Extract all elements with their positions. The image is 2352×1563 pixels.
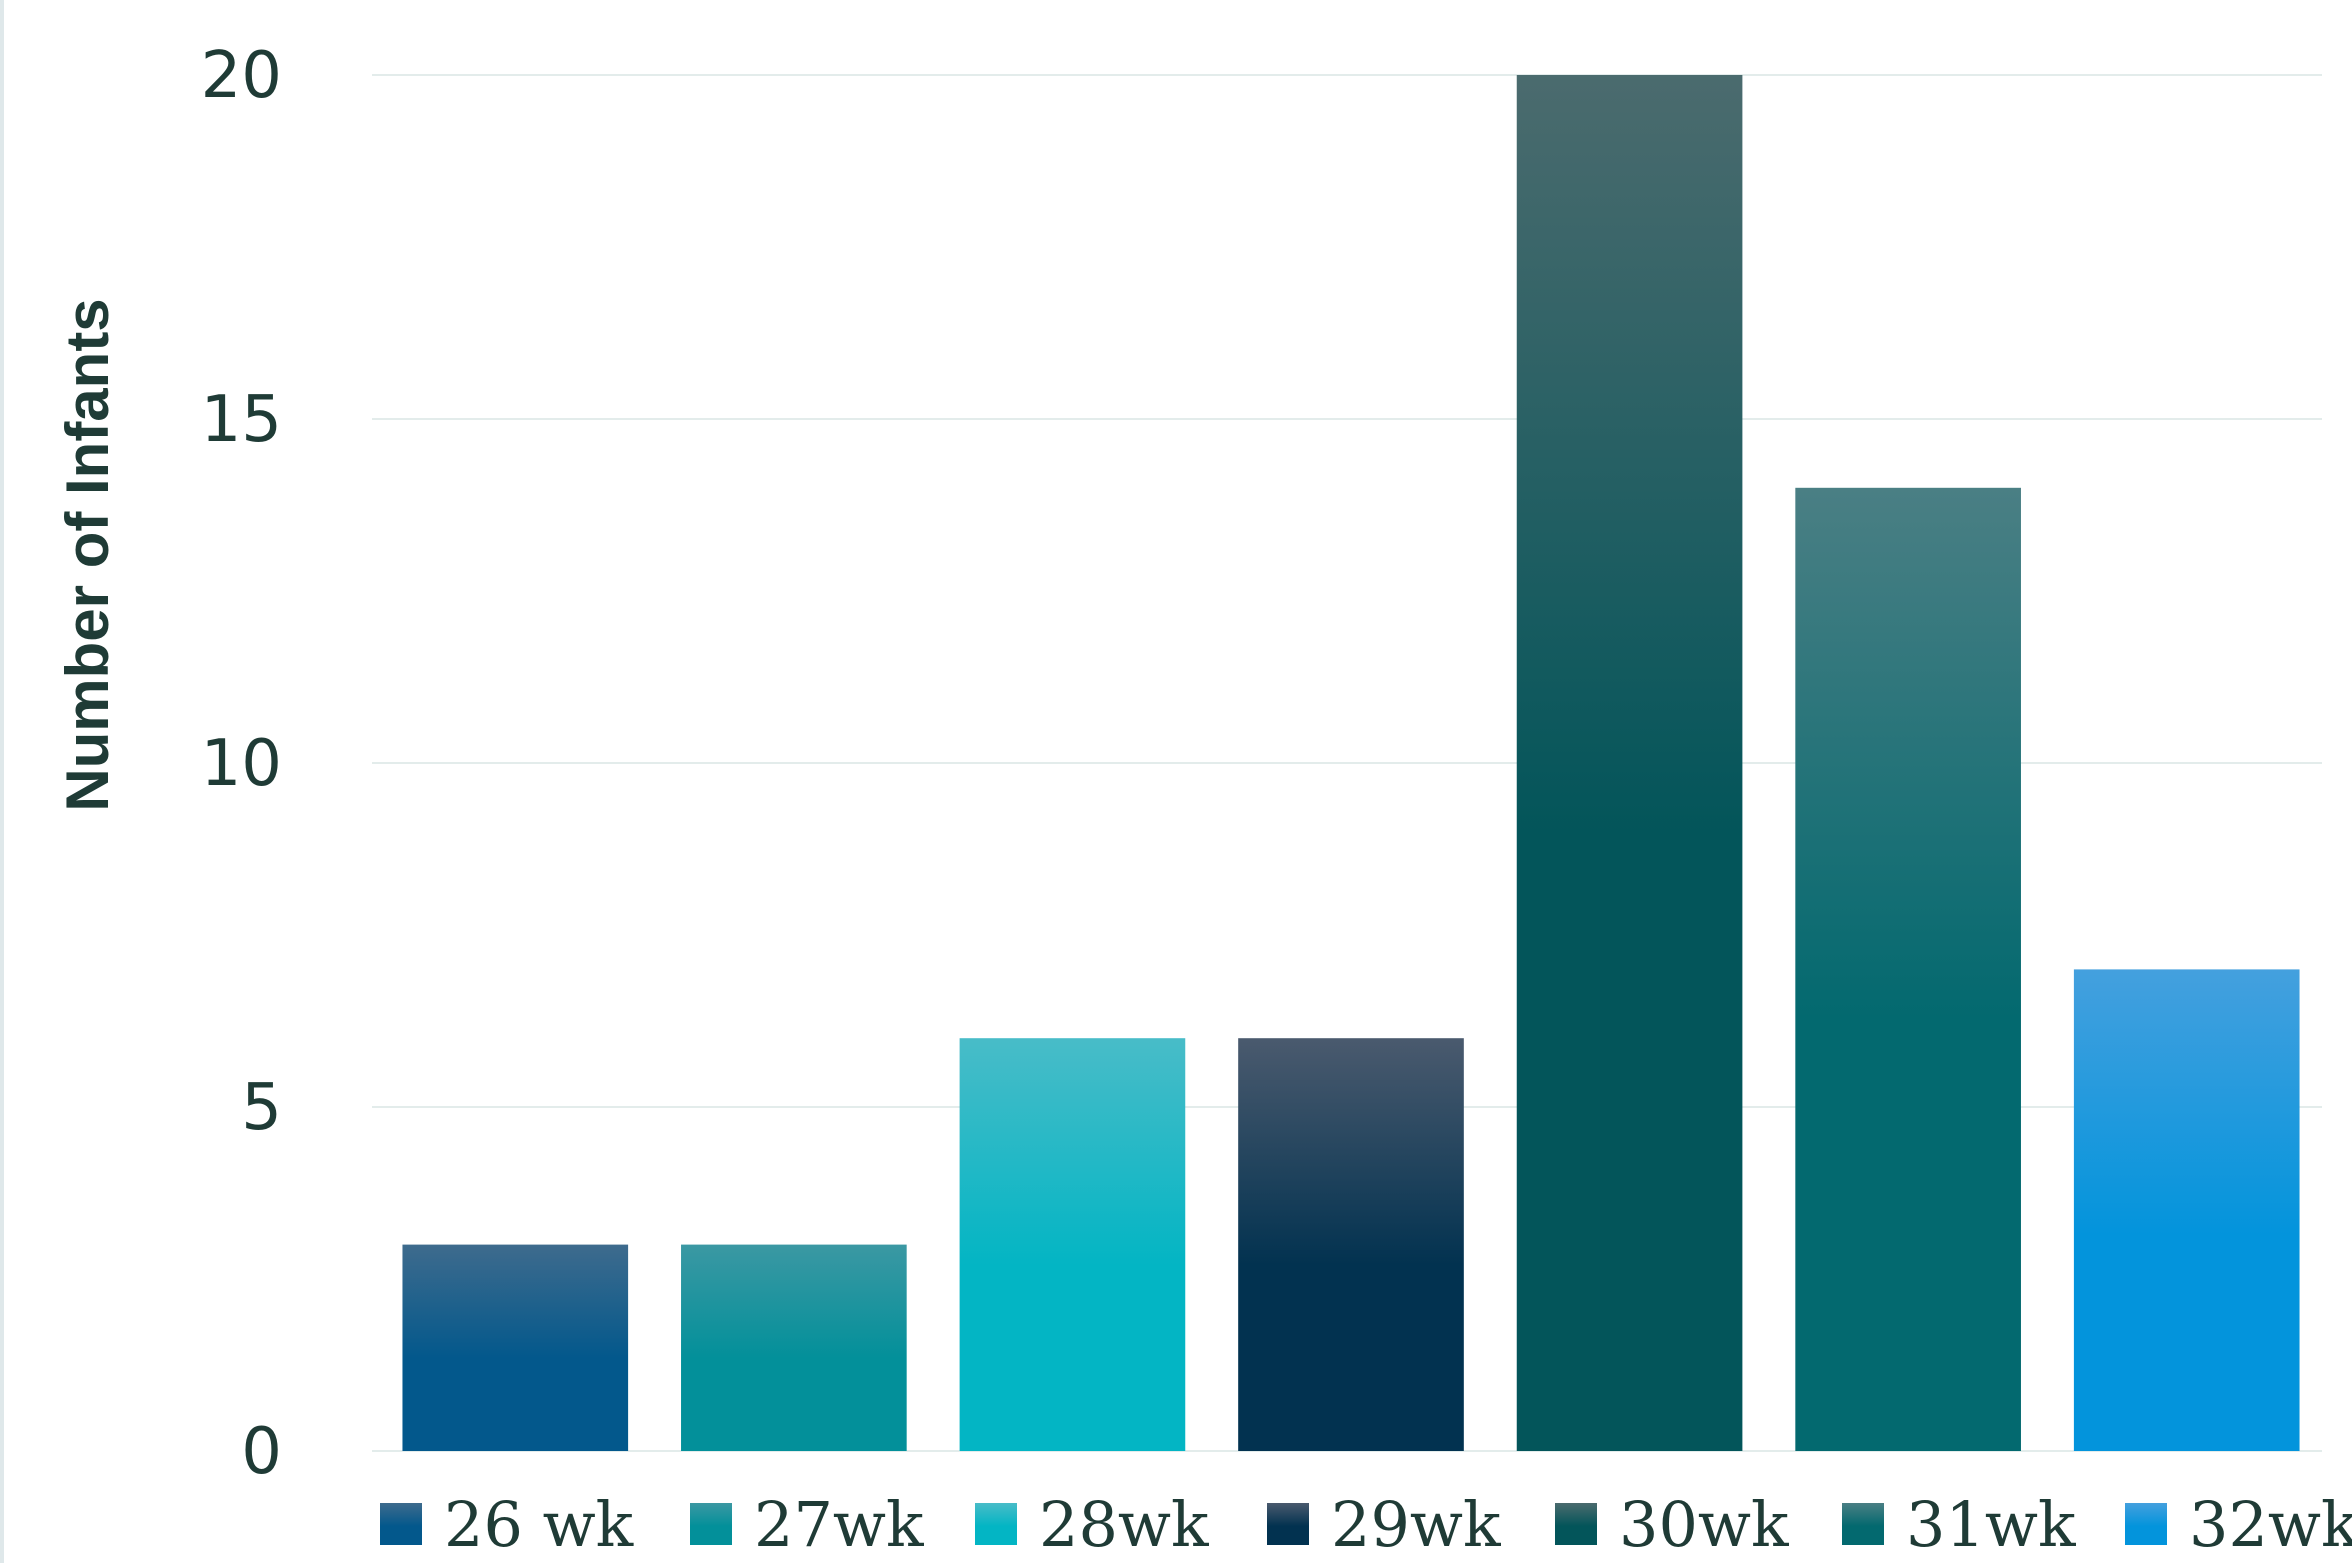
legend-swatch [975, 1503, 1017, 1545]
bar-27wk [681, 1244, 907, 1451]
legend-label: 31wk [1906, 1488, 2076, 1561]
y-tick-label: 0 [241, 1415, 282, 1489]
legend-label: 26 wk [444, 1488, 634, 1561]
y-tick-label: 15 [201, 383, 282, 457]
bar-28wk [959, 1038, 1186, 1451]
bars [402, 75, 2300, 1451]
bar-26wk [402, 1244, 629, 1451]
y-axis-label: Number of Infants [54, 298, 121, 811]
legend-label: 28wk [1039, 1488, 1209, 1561]
bar-31wk [1795, 487, 2021, 1451]
legend-label: 29wk [1331, 1488, 1501, 1561]
bar-30wk [1516, 75, 1743, 1451]
legend-swatch [690, 1503, 732, 1545]
y-tick-label: 20 [201, 39, 282, 113]
y-tick-label: 10 [201, 727, 282, 801]
bar-32wk [2073, 969, 2300, 1451]
legend-label: 27wk [754, 1488, 924, 1561]
legend-swatch [1842, 1503, 1884, 1545]
legend: 26 wk 27wk 28wk 29wk 30wk 31wk 32wk [380, 1488, 2352, 1561]
legend-swatch [1267, 1503, 1309, 1545]
bar-29wk [1238, 1038, 1464, 1451]
legend-swatch [380, 1503, 422, 1545]
legend-label: 30wk [1619, 1488, 1789, 1561]
legend-swatch [2125, 1503, 2167, 1545]
left-border [0, 0, 4, 1563]
legend-swatch [1555, 1503, 1597, 1545]
legend-label: 32wk [2189, 1488, 2352, 1561]
y-axis-ticks: 0 5 10 15 20 [201, 39, 282, 1489]
y-tick-label: 5 [241, 1071, 282, 1145]
